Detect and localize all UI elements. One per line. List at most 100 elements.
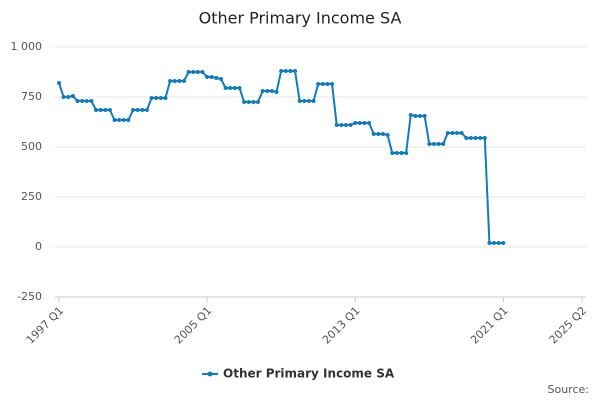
data-point (353, 121, 358, 125)
data-point (228, 86, 233, 90)
x-tick-label: 2021 Q1 (468, 304, 511, 347)
y-tick-label: 750 (21, 90, 42, 103)
data-point (135, 108, 140, 112)
y-tick-label: 500 (21, 140, 42, 153)
legend-label: Other Primary Income SA (223, 367, 395, 381)
data-point (61, 95, 66, 99)
legend-marker (207, 371, 213, 377)
data-point (283, 69, 288, 73)
data-point (126, 118, 131, 122)
y-tick-label: 1 000 (11, 40, 43, 53)
x-tick-label: 2005 Q1 (172, 304, 215, 347)
data-point (427, 142, 432, 146)
data-point (242, 100, 247, 104)
data-point (436, 142, 441, 146)
data-point (487, 241, 492, 245)
data-point (455, 131, 460, 135)
data-point (107, 108, 112, 112)
data-point (306, 99, 311, 103)
data-point (144, 108, 149, 112)
data-point (57, 81, 61, 85)
data-point (265, 89, 270, 93)
data-point (445, 131, 450, 135)
data-point (84, 99, 89, 103)
data-point (385, 133, 390, 137)
y-tick-label: 0 (35, 240, 42, 253)
data-point (121, 118, 126, 122)
data-point (320, 82, 325, 86)
data-point (75, 99, 80, 103)
data-point (195, 70, 200, 74)
data-point (288, 69, 293, 73)
data-point (94, 108, 99, 112)
data-point (325, 82, 330, 86)
data-point (191, 70, 196, 74)
data-point (149, 96, 154, 100)
data-point (376, 132, 381, 136)
data-point (501, 241, 506, 245)
data-point (168, 79, 173, 83)
data-point (260, 89, 265, 93)
data-point (330, 82, 335, 86)
data-point (80, 99, 85, 103)
data-point (459, 131, 464, 135)
data-point (302, 99, 307, 103)
data-point (431, 142, 436, 146)
x-tick-label: 2025 Q2 (547, 304, 590, 347)
data-point (177, 79, 182, 83)
data-point (140, 108, 145, 112)
data-point (371, 132, 376, 136)
data-point (390, 151, 395, 155)
data-point (468, 136, 473, 140)
data-point (441, 142, 446, 146)
data-point (367, 121, 372, 125)
data-point (496, 241, 501, 245)
data-point (214, 76, 219, 80)
data-point (348, 123, 353, 127)
data-point (251, 100, 256, 104)
y-tick-label: 250 (21, 190, 42, 203)
source: Source: (548, 383, 590, 396)
data-point (343, 123, 348, 127)
data-point (413, 114, 418, 118)
data-point (256, 100, 261, 104)
data-point (473, 136, 478, 140)
data-point (418, 114, 423, 118)
x-tick-label: 1997 Q1 (24, 304, 67, 347)
data-point (98, 108, 103, 112)
data-point (112, 118, 117, 122)
data-point (158, 96, 163, 100)
data-point (362, 121, 367, 125)
data-point (269, 89, 274, 93)
chart-title: Other Primary Income SA (199, 9, 402, 28)
data-point (297, 99, 302, 103)
data-point (246, 100, 251, 104)
data-point (70, 94, 75, 98)
data-point (408, 113, 413, 117)
data-point (117, 118, 122, 122)
data-point (339, 123, 344, 127)
data-point (404, 151, 409, 155)
data-point (394, 151, 399, 155)
data-point (154, 96, 159, 100)
data-point (478, 136, 483, 140)
data-point (450, 131, 455, 135)
data-point (482, 136, 487, 140)
data-point (380, 132, 385, 136)
data-point (464, 136, 469, 140)
data-point (237, 86, 242, 90)
data-point (181, 79, 186, 83)
data-point (205, 75, 210, 79)
y-tick-label: -250 (17, 290, 42, 303)
data-point (186, 70, 191, 74)
data-point (209, 75, 214, 79)
data-point (66, 95, 71, 99)
data-point (163, 96, 168, 100)
data-point (279, 69, 284, 73)
data-point (223, 86, 228, 90)
data-point (399, 151, 404, 155)
data-point (492, 241, 497, 245)
data-point (274, 90, 279, 94)
data-point (422, 114, 427, 118)
